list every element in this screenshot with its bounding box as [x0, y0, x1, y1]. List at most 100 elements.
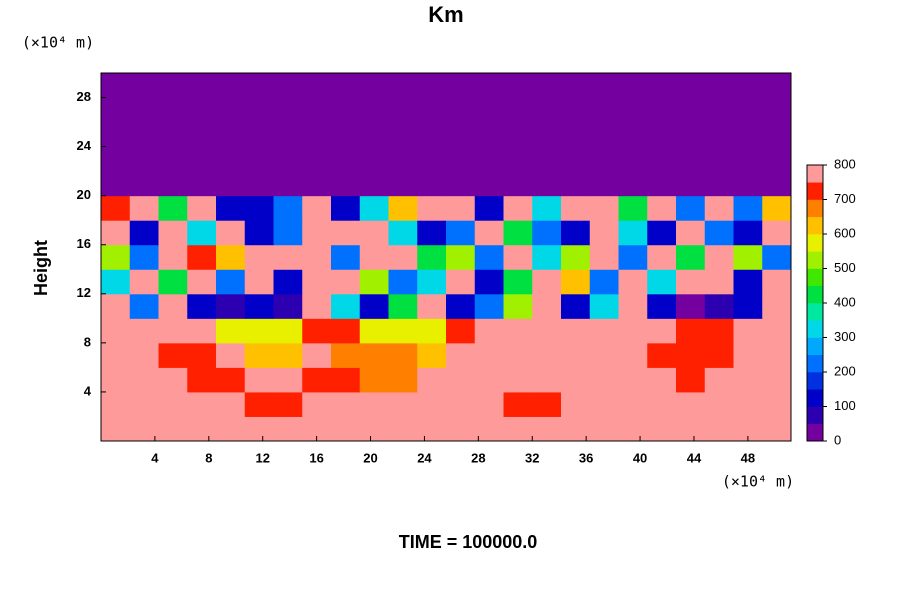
cell [187, 122, 217, 148]
cell [647, 416, 677, 442]
cell [216, 171, 246, 197]
cell [532, 122, 562, 148]
cell [331, 171, 361, 197]
cell [474, 171, 504, 197]
cell [216, 244, 246, 270]
cell [733, 220, 763, 246]
cell [187, 171, 217, 197]
cell [417, 171, 447, 197]
cell [417, 220, 447, 246]
colorbar-band [807, 354, 823, 373]
cell [302, 220, 332, 246]
cell [302, 195, 332, 221]
cell [647, 269, 677, 295]
cell [676, 293, 706, 319]
cell [388, 244, 418, 270]
cell [244, 342, 274, 368]
cell [187, 73, 217, 99]
cell [733, 318, 763, 344]
cell [244, 122, 274, 148]
cell [532, 244, 562, 270]
cell [216, 342, 246, 368]
cell [676, 146, 706, 172]
cell [101, 244, 131, 270]
cell [474, 416, 504, 442]
cell [216, 318, 246, 344]
colorbar-band [807, 182, 823, 200]
cell [158, 269, 188, 295]
cell [158, 146, 188, 172]
cell [676, 195, 706, 221]
cell [762, 122, 792, 148]
cell [302, 73, 332, 99]
cell [388, 146, 418, 172]
cell [474, 367, 504, 393]
colorbar-tick-label: 600 [834, 225, 856, 240]
cell [704, 122, 734, 148]
cell [532, 367, 562, 393]
y-tick-label: 16 [77, 236, 91, 251]
cell [331, 73, 361, 99]
cell [187, 318, 217, 344]
cell [388, 195, 418, 221]
cell [101, 97, 131, 123]
cell [561, 269, 591, 295]
cell [762, 220, 792, 246]
cell [216, 195, 246, 221]
cell [647, 97, 677, 123]
cell [647, 171, 677, 197]
colorbar-band [807, 251, 823, 269]
y-tick-label: 4 [84, 383, 92, 398]
colorbar-band [807, 389, 823, 407]
colorbar-tick-label: 0 [834, 432, 841, 447]
cell [647, 367, 677, 393]
field [101, 73, 792, 442]
cell [273, 146, 303, 172]
cell [417, 146, 447, 172]
cell [503, 146, 533, 172]
cell [101, 269, 131, 295]
cell [331, 220, 361, 246]
cell [244, 293, 274, 319]
cell [589, 269, 619, 295]
cell [216, 122, 246, 148]
cell [359, 342, 389, 368]
cell [101, 367, 131, 393]
cell [158, 342, 188, 368]
cell [762, 195, 792, 221]
cell [331, 269, 361, 295]
cell [446, 97, 476, 123]
cell [129, 73, 159, 99]
cell [647, 195, 677, 221]
cell [417, 367, 447, 393]
cell [532, 146, 562, 172]
cell [446, 367, 476, 393]
cell [388, 73, 418, 99]
cell [503, 97, 533, 123]
cell [388, 342, 418, 368]
cell [618, 220, 648, 246]
cell [244, 195, 274, 221]
cell [187, 244, 217, 270]
cell [129, 244, 159, 270]
cell [561, 171, 591, 197]
cell [733, 367, 763, 393]
cell [762, 416, 792, 442]
cell [762, 391, 792, 417]
cell [762, 318, 792, 344]
cell [704, 367, 734, 393]
x-tick-label: 20 [363, 450, 377, 465]
cell [561, 318, 591, 344]
cell [158, 416, 188, 442]
cell [359, 171, 389, 197]
cell [704, 171, 734, 197]
cell [359, 244, 389, 270]
cell [417, 293, 447, 319]
cell [101, 73, 131, 99]
cell [704, 342, 734, 368]
cell [331, 391, 361, 417]
cell [733, 269, 763, 295]
colorbar-tick-label: 300 [834, 329, 856, 344]
y-unit-label: (×10⁴ m) [22, 34, 94, 52]
